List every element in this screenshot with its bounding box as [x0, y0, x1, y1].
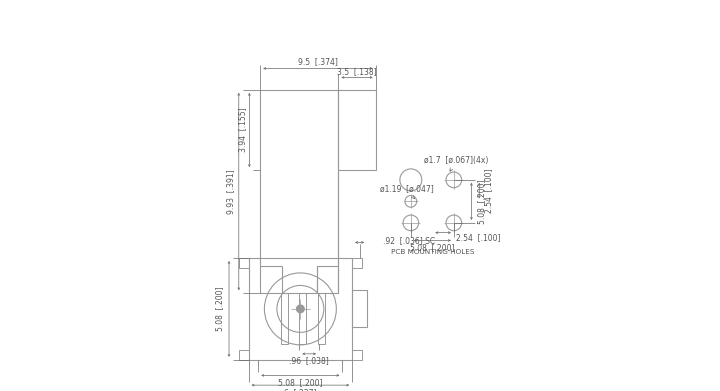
Bar [239, 350, 248, 360]
Circle shape [297, 305, 305, 313]
Text: 9.93  [.391]: 9.93 [.391] [225, 169, 235, 214]
Bar [352, 258, 362, 268]
Text: 3.5  [.138]: 3.5 [.138] [337, 66, 377, 76]
Bar [261, 90, 338, 293]
Text: .92  [.036] SC: .92 [.036] SC [383, 236, 435, 245]
Bar [352, 350, 362, 360]
Text: ø1.7  [ø.067](4x): ø1.7 [ø.067](4x) [424, 156, 488, 171]
Text: 2.54  [.100]: 2.54 [.100] [456, 233, 500, 242]
Text: 2.54  [.100]: 2.54 [.100] [485, 169, 493, 213]
Text: ø1.19  [ø.047]: ø1.19 [ø.047] [379, 185, 433, 199]
Text: 5.08  [.200]: 5.08 [.200] [215, 287, 224, 331]
Bar [281, 293, 288, 344]
Bar [352, 290, 367, 327]
Bar [318, 293, 325, 344]
Text: 5.08  [.200]: 5.08 [.200] [477, 179, 486, 224]
Bar [338, 90, 376, 170]
Text: 5.08  [.200]: 5.08 [.200] [278, 378, 323, 387]
Bar [239, 258, 248, 268]
Text: 6  [.237]: 6 [.237] [284, 387, 317, 391]
Text: 9.5  [.374]: 9.5 [.374] [298, 57, 338, 66]
Text: .96  [.038]: .96 [.038] [289, 356, 329, 366]
Text: PCB MOUNTING HOLES: PCB MOUNTING HOLES [390, 249, 474, 255]
Text: 5.08  [.200]: 5.08 [.200] [410, 243, 454, 252]
Text: 3.94  [.155]: 3.94 [.155] [238, 108, 247, 152]
Bar [248, 258, 352, 360]
Bar [300, 293, 307, 344]
